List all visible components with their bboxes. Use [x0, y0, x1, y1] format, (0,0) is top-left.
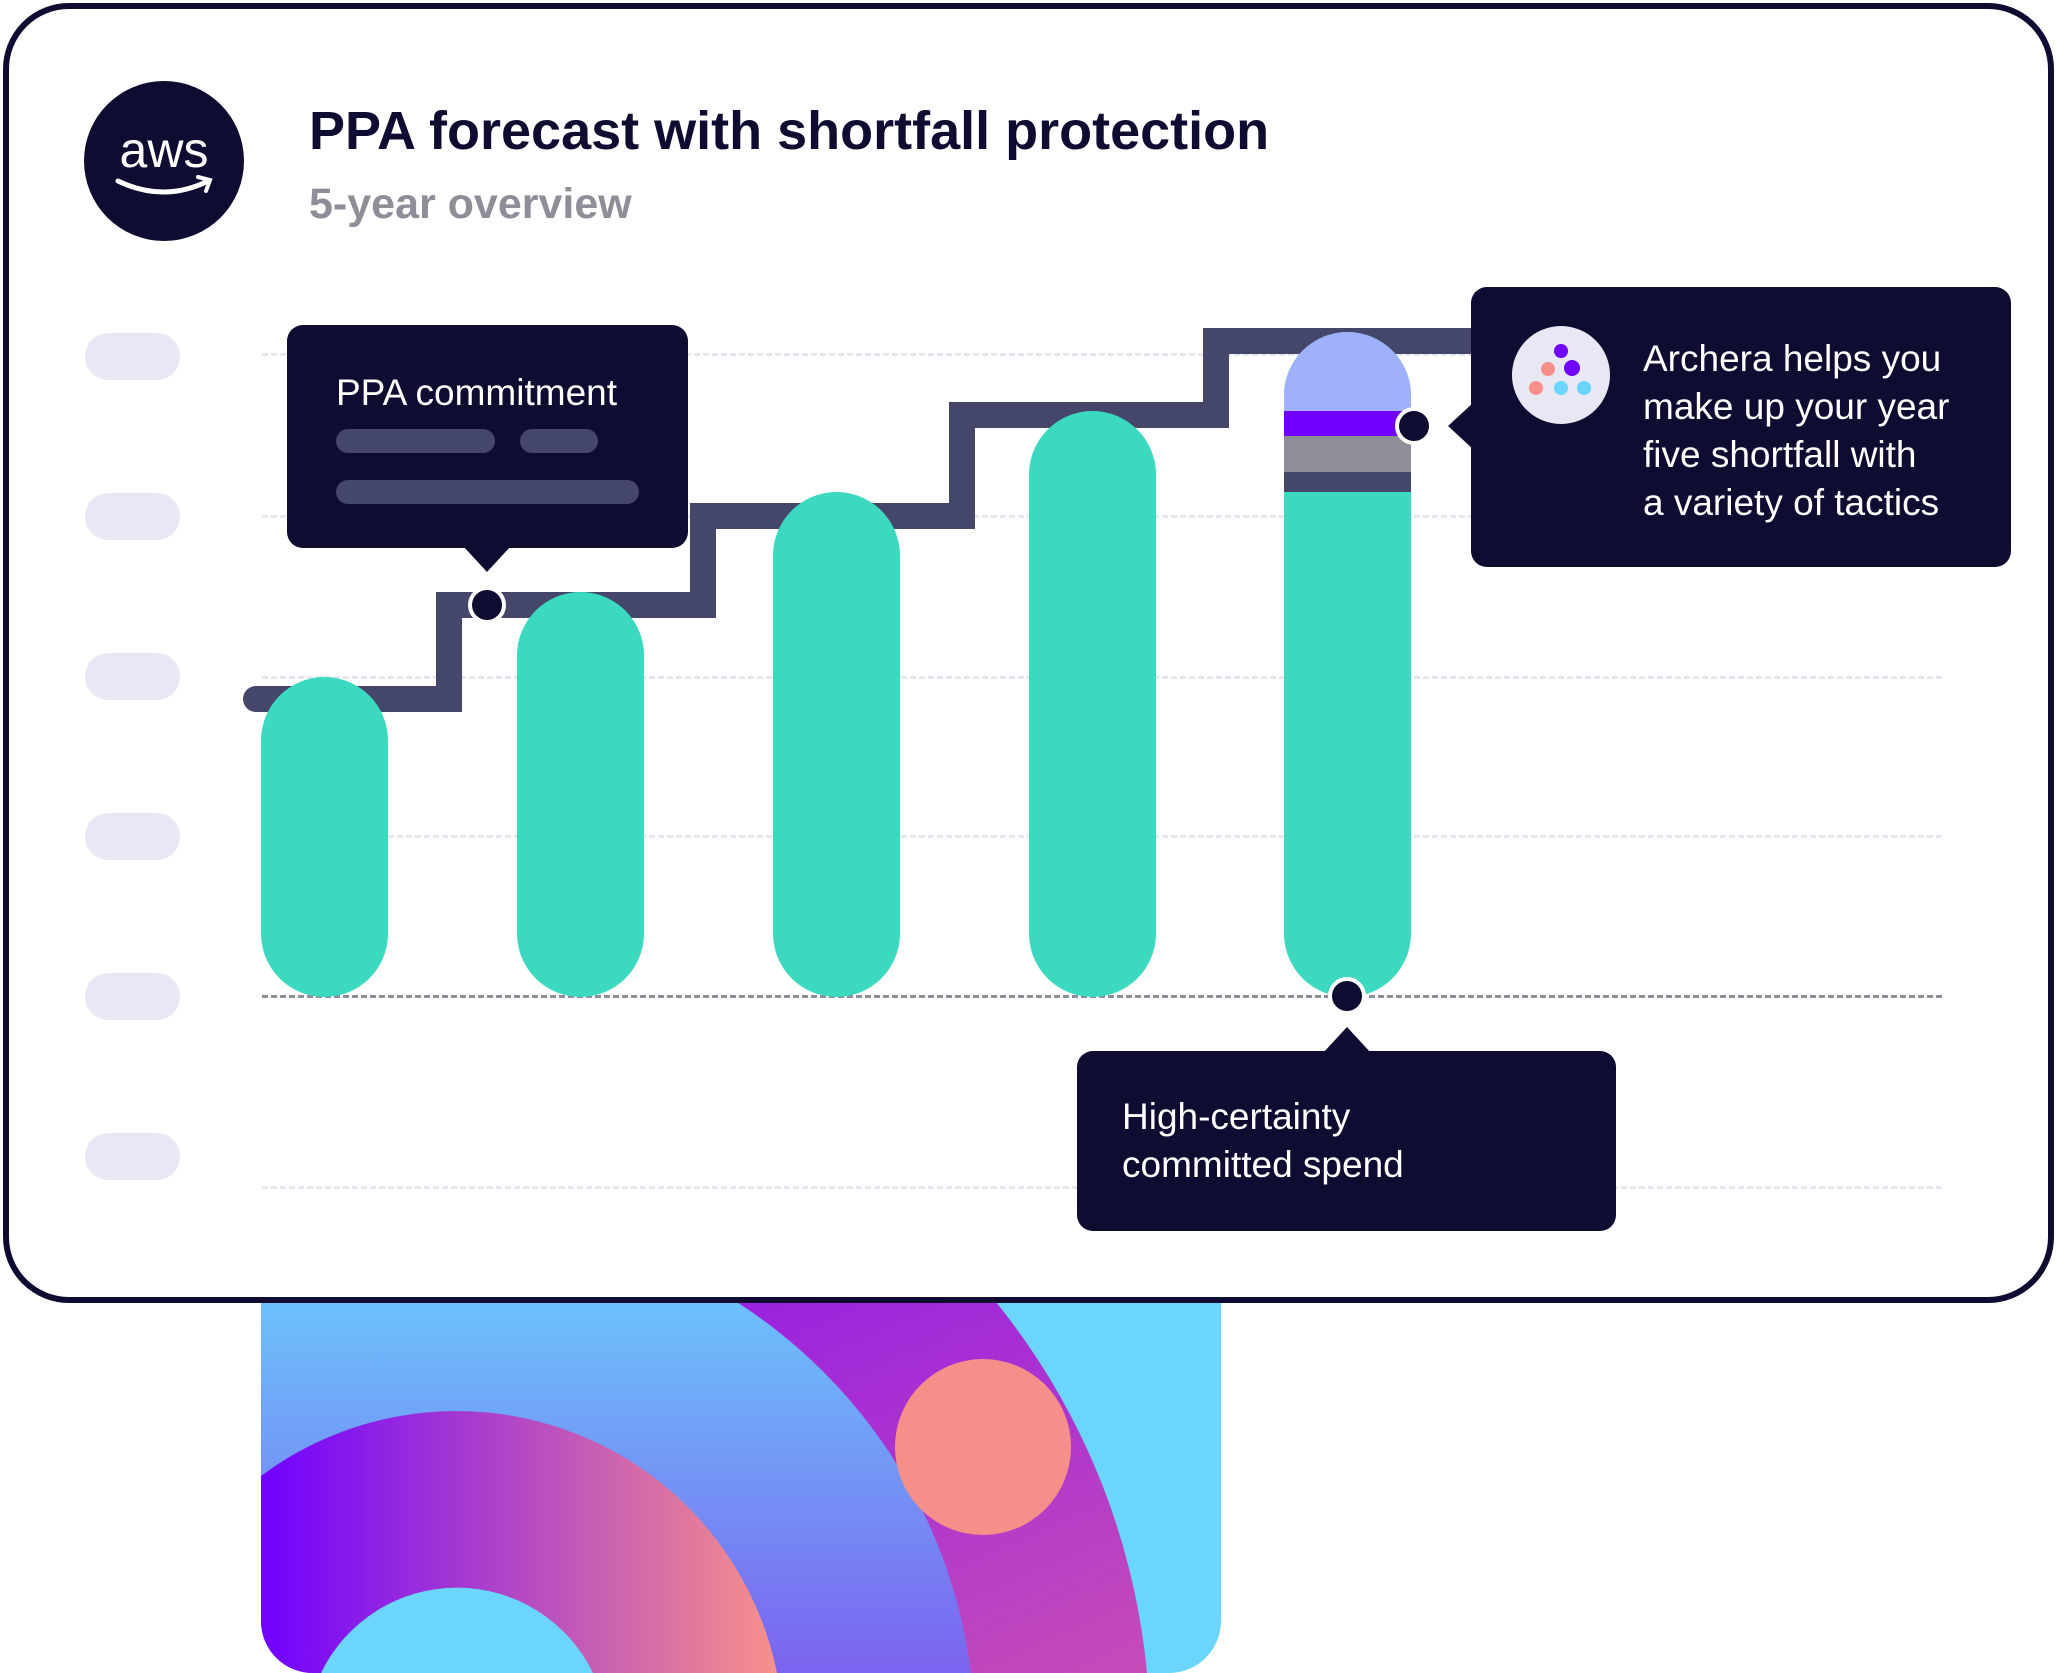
text-placeholder: [336, 480, 639, 504]
callout-line: a variety of tactics: [1643, 482, 1940, 523]
y-axis-label-placeholder: [85, 493, 180, 540]
archera-callout: Archera helps you make up your year five…: [1471, 287, 2011, 567]
y-axis-label-placeholder: [85, 813, 180, 860]
bar-year-1: [261, 677, 388, 997]
text-placeholder: [520, 429, 598, 453]
callout-line: committed spend: [1122, 1144, 1404, 1185]
bar-year-4: [1029, 411, 1156, 997]
callout-pointer: [1448, 402, 1474, 450]
shortfall-point-marker: [1395, 407, 1433, 445]
callout-line: make up your year: [1643, 386, 1950, 427]
archera-logo-icon: [1529, 344, 1591, 395]
callout-pointer: [1323, 1027, 1371, 1053]
callout-line: Archera helps you: [1643, 338, 1942, 379]
page-subtitle: 5-year overview: [309, 180, 632, 228]
y-axis-label-placeholder: [85, 973, 180, 1020]
core-arc: [321, 1587, 593, 1673]
callout-text: High-certainty committed spend: [1122, 1093, 1404, 1189]
aws-logo: aws: [84, 81, 244, 241]
commitment-point-marker: [468, 586, 506, 624]
callout-line: five shortfall with: [1643, 434, 1917, 475]
archera-logo: [1512, 326, 1610, 424]
svg-text:aws: aws: [120, 122, 209, 178]
shortfall-segment-purple: [1284, 411, 1411, 436]
callout-text: PPA commitment: [336, 372, 618, 413]
gradient-arcs-illustration: [261, 1290, 1221, 1673]
bar-year-2: [517, 592, 644, 997]
committed-spend-callout: High-certainty committed spend: [1077, 1051, 1616, 1231]
aws-logo-icon: aws: [115, 122, 213, 195]
bar-year-5: [1284, 332, 1411, 997]
y-axis-label-placeholder: [85, 653, 180, 700]
y-axis-label-placeholder: [85, 1133, 180, 1180]
baseline-gridline: [262, 995, 1942, 998]
ppa-commitment-callout: PPA commitment: [287, 325, 688, 548]
callout-line: High-certainty: [1122, 1096, 1351, 1137]
committed-spend-point-marker: [1328, 977, 1366, 1015]
y-axis-label-placeholder: [85, 333, 180, 380]
bar-year-3: [773, 492, 900, 997]
callout-text: Archera helps you make up your year five…: [1643, 335, 1949, 527]
text-placeholder: [336, 429, 495, 453]
salmon-circle: [895, 1359, 1071, 1535]
shortfall-segment-grey: [1284, 436, 1411, 472]
page-title: PPA forecast with shortfall protection: [309, 101, 1270, 161]
chart-card: [3, 3, 2054, 1303]
callout-pointer: [463, 546, 511, 572]
shortfall-segment-dark: [1284, 472, 1411, 492]
gridline: [262, 353, 1942, 356]
decorative-art: [261, 1290, 1221, 1673]
